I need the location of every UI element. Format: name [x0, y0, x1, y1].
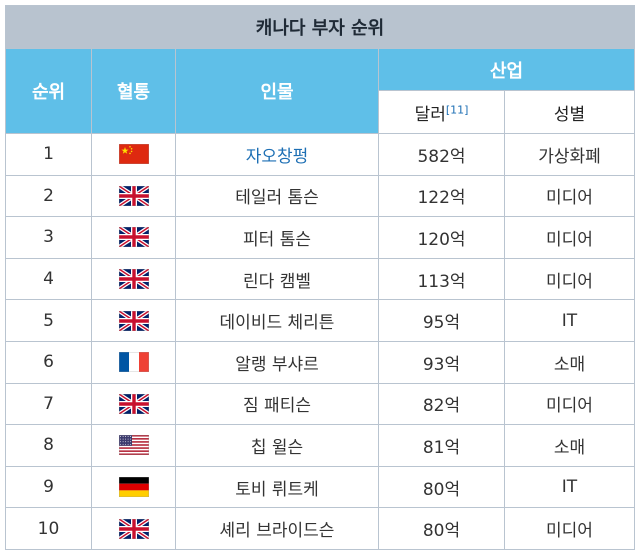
table-row: 6 알랭 부샤르 93억 소매 — [5, 340, 635, 384]
bloodline-cell — [91, 174, 176, 218]
person-name: 피터 톰슨 — [243, 229, 311, 250]
person-cell: 린다 캠벨 — [175, 257, 379, 301]
dollars-cell: 81억 — [378, 424, 505, 467]
table-body: 1 자오창펑 582억 가상화폐 2 테일러 톰슨 122억 미디어 3 피터 톰슨 120억 미디어… — [5, 133, 635, 550]
table-row: 10 셰리 브라이드슨 80억 미디어 — [5, 507, 635, 550]
footnote-ref-link[interactable]: [11] — [445, 102, 469, 116]
person-cell: 피터 톰슨 — [175, 216, 379, 259]
person-cell: 자오창펑 — [175, 133, 379, 176]
table-row: 3 피터 톰슨 120억 미디어 — [5, 216, 635, 259]
person-name: 알랭 부샤르 — [235, 354, 319, 375]
gender-cell: 소매 — [504, 424, 635, 467]
person-cell: 셰리 브라이드슨 — [175, 507, 379, 550]
rank-cell: 3 — [5, 216, 92, 259]
dollars-cell: 93억 — [378, 340, 505, 384]
rank-cell: 10 — [5, 507, 92, 550]
table-row: 5 데이비드 체리튼 95억 IT — [5, 299, 635, 342]
bloodline-cell — [91, 216, 176, 259]
person-name: 린다 캠벨 — [243, 271, 311, 292]
china-flag-icon — [118, 144, 149, 165]
dollars-cell: 80억 — [378, 465, 505, 509]
bloodline-cell — [91, 465, 176, 509]
header-industry: 산업 — [378, 48, 635, 91]
table-row: 1 자오창펑 582억 가상화폐 — [5, 133, 635, 176]
person-name: 칩 윌슨 — [250, 437, 304, 458]
bloodline-cell — [91, 340, 176, 384]
person-name: 테일러 톰슨 — [235, 188, 319, 209]
rich-list-table: 캐나다 부자 순위 순위 혈통 인물 산업 달러[11] 성별 1 자오창펑 582… — [5, 5, 635, 550]
dollars-cell: 80억 — [378, 507, 505, 550]
gender-cell: IT — [504, 465, 635, 509]
header-dollars: 달러[11] — [378, 90, 505, 134]
uk-flag-icon — [118, 310, 149, 331]
header-rank: 순위 — [5, 48, 92, 134]
table-row: 8 칩 윌슨 81억 소매 — [5, 424, 635, 467]
table-row: 7 짐 패티슨 82억 미디어 — [5, 382, 635, 426]
gender-cell: 가상화폐 — [504, 133, 635, 176]
person-name: 토비 뤼트케 — [235, 479, 319, 500]
uk-flag-icon — [118, 227, 149, 248]
header-gender: 성별 — [504, 90, 635, 134]
rank-cell: 1 — [5, 133, 92, 176]
header-bloodline: 혈통 — [91, 48, 176, 134]
germany-flag-icon — [118, 477, 149, 498]
dollars-cell: 113억 — [378, 257, 505, 301]
bloodline-cell — [91, 424, 176, 467]
bloodline-cell — [91, 257, 176, 301]
gender-cell: 미디어 — [504, 382, 635, 426]
rank-cell: 7 — [5, 382, 92, 426]
dollars-cell: 95억 — [378, 299, 505, 342]
person-name: 셰리 브라이드슨 — [219, 521, 335, 542]
gender-cell: 미디어 — [504, 174, 635, 218]
header-dollars-label: 달러 — [414, 104, 446, 125]
person-name: 짐 패티슨 — [243, 396, 311, 417]
bloodline-cell — [91, 507, 176, 550]
table-row: 4 린다 캠벨 113억 미디어 — [5, 257, 635, 301]
person-name-link[interactable]: 자오창펑 — [245, 146, 309, 167]
gender-cell: 미디어 — [504, 216, 635, 259]
gender-cell: 미디어 — [504, 257, 635, 301]
gender-cell: 미디어 — [504, 507, 635, 550]
dollars-cell: 122억 — [378, 174, 505, 218]
rank-cell: 4 — [5, 257, 92, 301]
person-cell: 칩 윌슨 — [175, 424, 379, 467]
gender-cell: IT — [504, 299, 635, 342]
bloodline-cell — [91, 382, 176, 426]
rank-cell: 8 — [5, 424, 92, 467]
table-caption: 캐나다 부자 순위 — [5, 5, 635, 49]
bloodline-cell — [91, 299, 176, 342]
person-name: 데이비드 체리튼 — [219, 313, 335, 334]
bloodline-cell — [91, 133, 176, 176]
table-row: 9 토비 뤼트케 80억 IT — [5, 465, 635, 509]
rank-cell: 2 — [5, 174, 92, 218]
person-cell: 알랭 부샤르 — [175, 340, 379, 384]
rank-cell: 6 — [5, 340, 92, 384]
header-person: 인물 — [175, 48, 379, 134]
person-cell: 짐 패티슨 — [175, 382, 379, 426]
rank-cell: 5 — [5, 299, 92, 342]
uk-flag-icon — [118, 185, 149, 206]
rank-cell: 9 — [5, 465, 92, 509]
rich-list-table-container: 캐나다 부자 순위 순위 혈통 인물 산업 달러[11] 성별 1 자오창펑 582… — [5, 5, 635, 550]
dollars-cell: 582억 — [378, 133, 505, 176]
person-cell: 토비 뤼트케 — [175, 465, 379, 509]
uk-flag-icon — [118, 393, 149, 414]
france-flag-icon — [118, 352, 149, 373]
table-row: 2 테일러 톰슨 122억 미디어 — [5, 174, 635, 218]
person-cell: 데이비드 체리튼 — [175, 299, 379, 342]
dollars-cell: 120억 — [378, 216, 505, 259]
gender-cell: 소매 — [504, 340, 635, 384]
uk-flag-icon — [118, 269, 149, 290]
person-cell: 테일러 톰슨 — [175, 174, 379, 218]
dollars-cell: 82억 — [378, 382, 505, 426]
usa-flag-icon — [118, 435, 149, 456]
uk-flag-icon — [118, 518, 149, 539]
